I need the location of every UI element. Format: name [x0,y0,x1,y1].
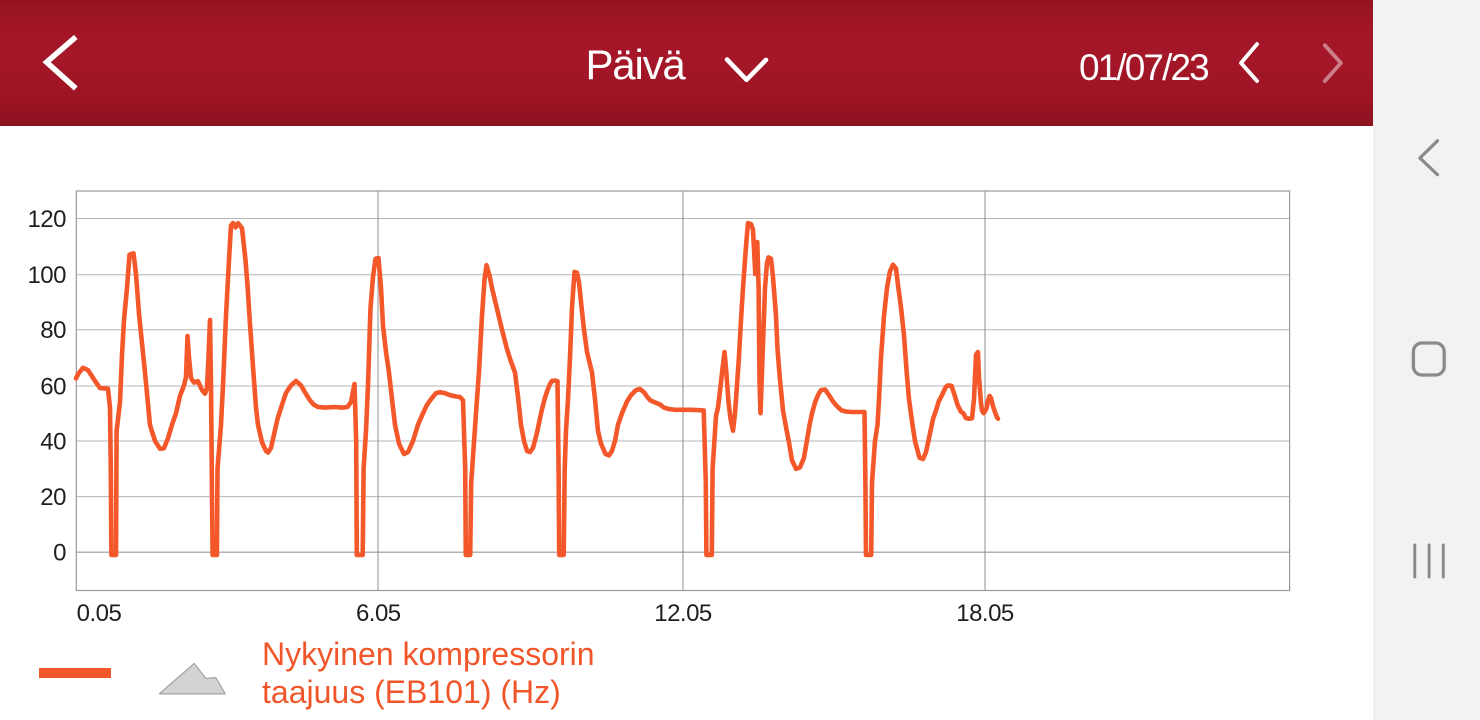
svg-text:120: 120 [27,206,66,233]
svg-text:60: 60 [40,373,66,400]
svg-text:0: 0 [53,540,66,567]
svg-text:80: 80 [40,317,66,344]
svg-text:40: 40 [40,428,66,455]
svg-text:18.05: 18.05 [956,600,1014,627]
svg-text:6.05: 6.05 [356,600,401,627]
svg-text:20: 20 [40,484,66,511]
svg-text:0.05: 0.05 [77,600,122,627]
svg-text:12.05: 12.05 [654,600,712,627]
svg-text:100: 100 [27,262,66,289]
